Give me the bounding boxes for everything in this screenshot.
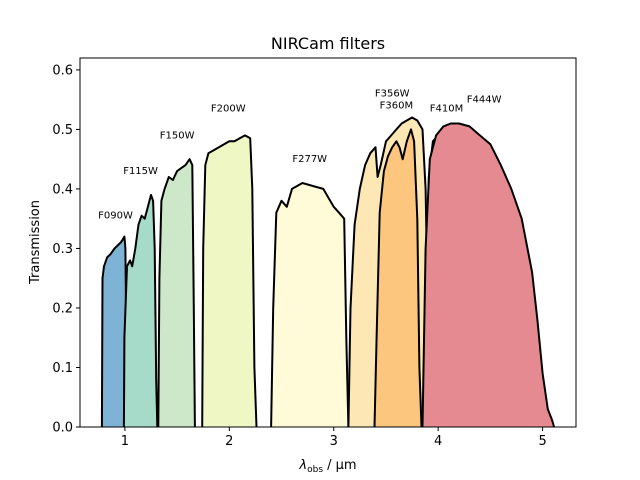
filter-label-f150w: F150W — [160, 130, 195, 141]
filter-label-f444w: F444W — [467, 95, 502, 106]
x-axis-ticks: 1 2 3 4 5 — [121, 427, 547, 449]
x-axis-label: λobs / μm — [298, 458, 356, 475]
filter-label-f410m: F410M — [430, 104, 463, 115]
filter-curves — [100, 116, 556, 428]
x-tick-label: 1 — [121, 434, 129, 449]
filter-curve-f356w — [347, 116, 432, 428]
x-tick-label: 3 — [330, 434, 338, 449]
x-tick-label: 4 — [434, 434, 442, 449]
y-tick-label: 0.0 — [52, 421, 73, 436]
filter-curve-f115w — [122, 193, 159, 428]
filter-curve-f360m — [373, 128, 423, 428]
filter-area-f200w — [202, 135, 257, 427]
y-tick-label: 0.5 — [52, 123, 73, 138]
filter-area-f115w — [123, 194, 158, 427]
y-tick-label: 0.2 — [52, 301, 73, 316]
chart-title: NIRCam filters — [271, 34, 385, 53]
filter-label-f090w: F090W — [98, 211, 133, 222]
filter-area-f150w — [158, 159, 195, 427]
y-tick-label: 0.1 — [52, 361, 73, 376]
x-axis-unit: / μm — [323, 458, 357, 473]
filter-curve-f150w — [157, 158, 196, 428]
plot-frame — [79, 57, 577, 428]
filter-area-f277w — [271, 183, 349, 427]
filter-curve-f444w — [421, 122, 556, 428]
y-tick-label: 0.4 — [52, 182, 73, 197]
filter-label-f360m: F360M — [380, 101, 413, 112]
filter-curve-f277w — [270, 182, 350, 428]
x-tick-label: 5 — [538, 434, 546, 449]
filter-area-f360m — [374, 129, 422, 427]
filter-area-f444w — [422, 123, 555, 427]
filter-label-f200w: F200W — [211, 104, 246, 115]
x-axis-symbol: λ — [298, 458, 307, 473]
y-axis-ticks: 0.0 0.1 0.2 0.3 0.4 0.5 0.6 — [52, 63, 80, 436]
x-tick-label: 2 — [225, 434, 233, 449]
filter-curve-f200w — [201, 134, 258, 428]
filter-label-f356w: F356W — [375, 89, 410, 100]
filter-label-f115w: F115W — [123, 166, 158, 177]
filter-label-f277w: F277W — [292, 154, 327, 165]
y-tick-label: 0.3 — [52, 242, 73, 257]
x-axis-subscript: obs — [307, 465, 323, 475]
y-tick-label: 0.6 — [52, 63, 73, 78]
filter-area-f090w — [101, 236, 127, 427]
filter-curve-f090w — [100, 235, 128, 428]
y-axis-label: Transmission — [28, 200, 43, 285]
